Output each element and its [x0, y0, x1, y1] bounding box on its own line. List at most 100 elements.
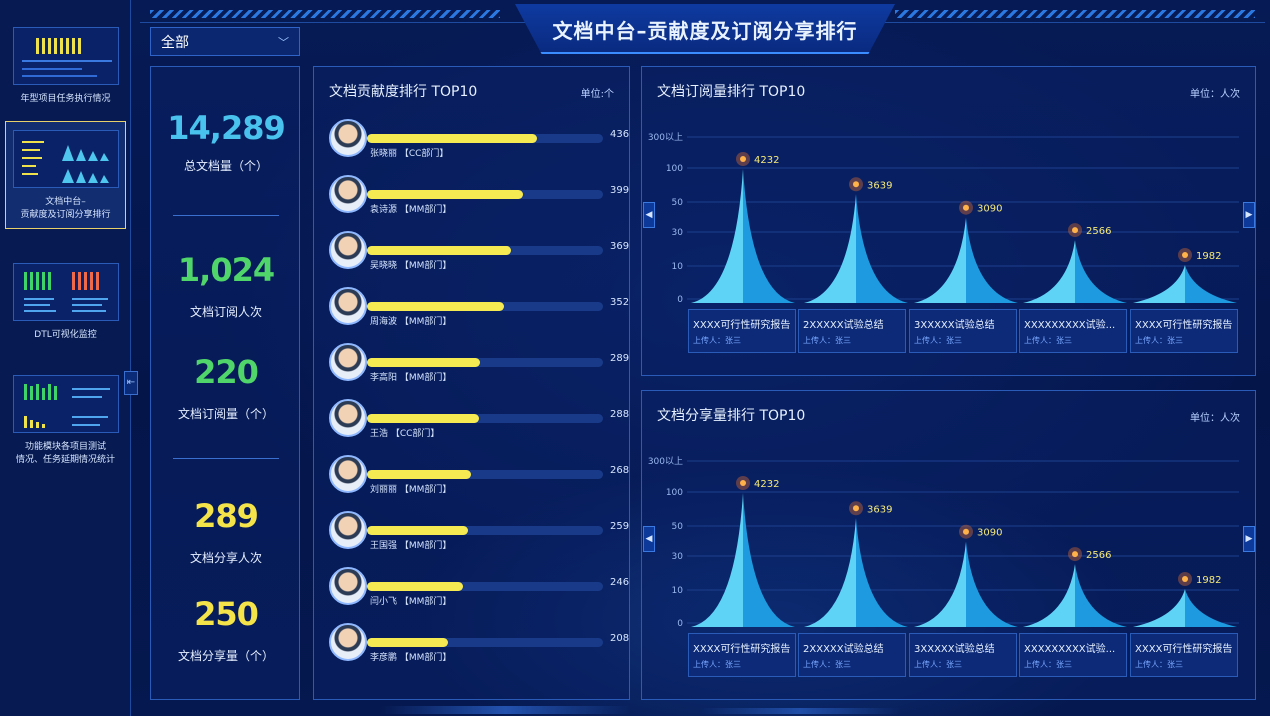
- nav-item-doc-center[interactable]: 文档中台– 贡献度及订阅分享排行: [5, 121, 126, 229]
- bar-fill: [367, 246, 511, 255]
- doc-name: 2XXXXX试验总结: [803, 316, 901, 331]
- peak-mark: 2566: [1023, 223, 1127, 303]
- axis-tick-label: 300以上: [648, 456, 683, 467]
- peak-value-label: 3090: [977, 204, 1002, 215]
- peak-left: [1133, 589, 1185, 627]
- peak-left: [804, 518, 856, 627]
- nav-item-module-testing[interactable]: 功能模块各项目测试 情况、任务延期情况统计: [5, 375, 126, 467]
- ranking-name: 王国强 【MM部门】: [370, 538, 451, 551]
- divider: [173, 458, 279, 459]
- ranking-name: 李彦鹏 【MM部门】: [370, 650, 451, 663]
- peak-value-label: 3639: [867, 180, 892, 191]
- ranking-name: 袁诗源 【MM部门】: [370, 202, 451, 215]
- bar-track: [367, 582, 603, 591]
- peak-left: [1133, 265, 1185, 303]
- ranking-value: 369: [610, 241, 629, 252]
- doc-card[interactable]: XXXX可行性研究报告 上传人：张三: [688, 309, 796, 353]
- nav-item-dtl-monitor[interactable]: DTL可视化监控: [5, 263, 126, 342]
- ranking-value: 208: [610, 633, 629, 644]
- ranking-name: 李高阳 【MM部门】: [370, 370, 451, 383]
- doc-card[interactable]: XXXXXXXXX试验... 上传人：张三: [1019, 309, 1127, 353]
- peak-value-label: 3639: [867, 504, 892, 515]
- peak-right: [743, 493, 795, 627]
- doc-card[interactable]: XXXX可行性研究报告 上传人：张三: [1130, 309, 1238, 353]
- peak-dot: [853, 505, 859, 511]
- subscription-panel: 文档订阅量排行 TOP10 单位：人次 300以上 100 50 30 10 0 4232 3…: [641, 66, 1256, 376]
- ranking-row: 369 吴晓晓 【MM部门】: [329, 231, 619, 277]
- stat-value: 14,289: [151, 109, 301, 147]
- chevron-down-icon: ﹀: [278, 34, 289, 50]
- nav-label: 文档中台– 贡献度及订阅分享排行: [6, 196, 125, 222]
- panel-unit: 单位:个: [581, 85, 614, 100]
- nav-item-project-tasks[interactable]: 年型项目任务执行情况: [5, 27, 126, 106]
- doc-name: 3XXXXX试验总结: [914, 316, 1012, 331]
- next-arrow-icon[interactable]: ▶: [1243, 202, 1255, 228]
- doc-card[interactable]: XXXX可行性研究报告 上传人：张三: [688, 633, 796, 677]
- peak-value-label: 2566: [1086, 550, 1111, 561]
- ranking-row: 399 袁诗源 【MM部门】: [329, 175, 619, 221]
- doc-uploader: 上传人：张三: [914, 335, 1012, 346]
- peak-left: [914, 218, 966, 303]
- share-panel: 文档分享量排行 TOP10 单位：人次 300以上 100 50 30 10 0 4232 3…: [641, 390, 1256, 700]
- doc-card[interactable]: XXXX可行性研究报告 上传人：张三: [1130, 633, 1238, 677]
- nav-label: 功能模块各项目测试 情况、任务延期情况统计: [5, 441, 126, 467]
- stat-value: 220: [151, 353, 301, 391]
- peak-mark: 3090: [914, 525, 1018, 627]
- peak-value-label: 4232: [754, 479, 779, 490]
- doc-card[interactable]: 3XXXXX试验总结 上传人：张三: [909, 633, 1017, 677]
- stats-panel: 14,289 总文档量（个） 1,024 文档订阅人次 220 文档订阅量（个）…: [150, 66, 300, 700]
- prev-arrow-icon[interactable]: ◀: [643, 526, 655, 552]
- nav-label: 年型项目任务执行情况: [5, 93, 126, 106]
- peak-mark: 4232: [691, 152, 795, 303]
- stat-label: 文档分享量（个）: [151, 647, 301, 664]
- doc-card[interactable]: 2XXXXX试验总结 上传人：张三: [798, 309, 906, 353]
- peak-mark: 3639: [804, 177, 908, 303]
- doc-card[interactable]: XXXXXXXXX试验... 上传人：张三: [1019, 633, 1127, 677]
- axis-tick-label: 0: [677, 295, 683, 305]
- avatar: [329, 399, 367, 437]
- bar-fill: [367, 582, 463, 591]
- bar-fill: [367, 302, 504, 311]
- stat-label: 文档分享人次: [151, 549, 301, 566]
- bar-fill: [367, 638, 448, 647]
- peak-dot: [1072, 551, 1078, 557]
- ranking-row: 436 张晓丽 【CC部门】: [329, 119, 619, 165]
- panel-title: 文档贡献度排行 TOP10: [329, 81, 477, 101]
- peak-left: [914, 542, 966, 627]
- bar-track: [367, 414, 603, 423]
- doc-name: XXXXXXXXX试验...: [1024, 316, 1122, 331]
- footer-decoration: [380, 706, 630, 714]
- ranking-value: 352: [610, 297, 629, 308]
- scope-select-value: 全部: [161, 32, 189, 52]
- axis-tick-label: 300以上: [648, 132, 683, 143]
- peak-dot: [1182, 252, 1188, 258]
- avatar: [329, 231, 367, 269]
- doc-card[interactable]: 3XXXXX试验总结上传人：张三: [909, 309, 1017, 353]
- axis-tick-label: 0: [677, 619, 683, 629]
- peak-left: [1023, 564, 1075, 627]
- peak-dot: [740, 480, 746, 486]
- peak-right: [1075, 564, 1127, 627]
- doc-uploader: 上传人：张三: [914, 659, 1012, 670]
- ranking-row: 268 刘丽丽 【MM部门】: [329, 455, 619, 501]
- axis-tick-label: 50: [672, 198, 684, 208]
- ranking-row: 246 闫小飞 【MM部门】: [329, 567, 619, 613]
- ranking-name: 吴晓晓 【MM部门】: [370, 258, 451, 271]
- prev-arrow-icon[interactable]: ◀: [643, 202, 655, 228]
- doc-card[interactable]: 2XXXXX试验总结 上传人：张三: [798, 633, 906, 677]
- collapse-nav-icon[interactable]: ⇤: [124, 371, 138, 395]
- next-arrow-icon[interactable]: ▶: [1243, 526, 1255, 552]
- axis-tick-label: 30: [672, 228, 684, 238]
- ranking-row: 289 李高阳 【MM部门】: [329, 343, 619, 389]
- nav-thumbnail: [13, 375, 119, 433]
- nav-thumbnail: [13, 27, 119, 85]
- page-title: 文档中台–贡献度及订阅分享排行: [515, 15, 895, 44]
- peak-dot: [853, 181, 859, 187]
- ranking-name: 周海波 【MM部门】: [370, 314, 451, 327]
- bar-fill: [367, 358, 480, 367]
- avatar: [329, 623, 367, 661]
- ranking-name: 张晓丽 【CC部门】: [370, 146, 448, 159]
- axis-tick-label: 50: [672, 522, 684, 532]
- scope-select[interactable]: 全部 ﹀: [150, 27, 300, 56]
- doc-name: 2XXXXX试验总结: [803, 640, 901, 655]
